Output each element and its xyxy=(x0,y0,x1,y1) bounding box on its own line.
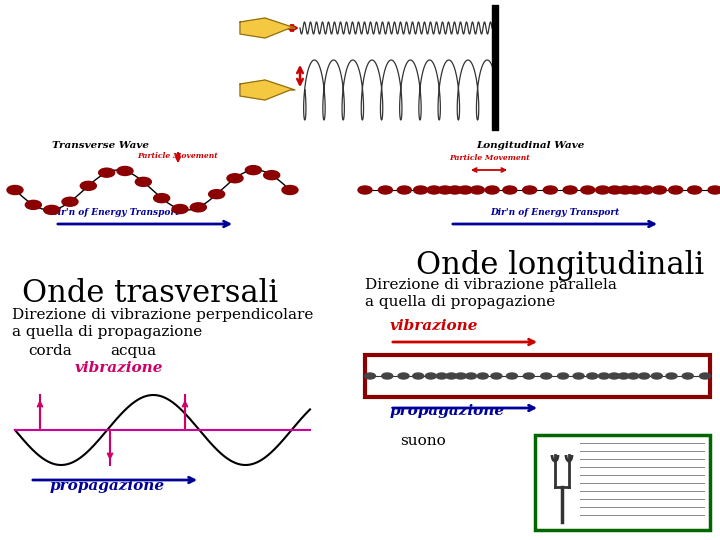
Ellipse shape xyxy=(446,373,457,379)
Ellipse shape xyxy=(669,186,683,194)
Ellipse shape xyxy=(544,186,557,194)
Ellipse shape xyxy=(470,186,485,194)
Ellipse shape xyxy=(608,186,622,194)
Text: Dir'n of Energy Transport: Dir'n of Energy Transport xyxy=(50,208,179,217)
Ellipse shape xyxy=(466,373,477,379)
Text: Particle Movement: Particle Movement xyxy=(138,152,218,160)
Ellipse shape xyxy=(477,373,488,379)
Ellipse shape xyxy=(563,186,577,194)
Ellipse shape xyxy=(628,186,642,194)
Text: Transverse Wave: Transverse Wave xyxy=(52,141,148,150)
Ellipse shape xyxy=(506,373,518,379)
Ellipse shape xyxy=(172,205,188,213)
Ellipse shape xyxy=(382,373,392,379)
Ellipse shape xyxy=(227,174,243,183)
Ellipse shape xyxy=(438,186,452,194)
FancyBboxPatch shape xyxy=(365,355,710,397)
Text: suono: suono xyxy=(400,434,446,448)
Ellipse shape xyxy=(426,373,436,379)
Text: a quella di propagazione: a quella di propagazione xyxy=(365,295,555,309)
Ellipse shape xyxy=(652,186,667,194)
Text: Particle Movement: Particle Movement xyxy=(449,154,531,162)
Ellipse shape xyxy=(683,373,693,379)
Ellipse shape xyxy=(264,171,279,180)
Ellipse shape xyxy=(573,373,584,379)
Ellipse shape xyxy=(700,373,711,379)
Text: vibrazione: vibrazione xyxy=(390,319,479,333)
Ellipse shape xyxy=(628,373,639,379)
Ellipse shape xyxy=(688,186,701,194)
Ellipse shape xyxy=(666,373,677,379)
Ellipse shape xyxy=(618,373,629,379)
Ellipse shape xyxy=(364,373,376,379)
Ellipse shape xyxy=(135,177,151,186)
Ellipse shape xyxy=(652,373,662,379)
Ellipse shape xyxy=(485,186,499,194)
Ellipse shape xyxy=(639,186,653,194)
Ellipse shape xyxy=(25,200,41,210)
Ellipse shape xyxy=(209,190,225,199)
Text: Longitudinal Wave: Longitudinal Wave xyxy=(476,141,584,150)
Ellipse shape xyxy=(413,373,423,379)
Ellipse shape xyxy=(541,373,552,379)
Ellipse shape xyxy=(7,186,23,194)
Text: Direzione di vibrazione parallela: Direzione di vibrazione parallela xyxy=(365,278,617,292)
Ellipse shape xyxy=(608,373,620,379)
Ellipse shape xyxy=(397,186,411,194)
Ellipse shape xyxy=(448,186,462,194)
Ellipse shape xyxy=(379,186,392,194)
Polygon shape xyxy=(240,80,295,100)
Ellipse shape xyxy=(557,373,569,379)
Ellipse shape xyxy=(587,373,598,379)
Ellipse shape xyxy=(503,186,517,194)
Ellipse shape xyxy=(618,186,632,194)
Ellipse shape xyxy=(595,186,610,194)
Ellipse shape xyxy=(153,194,170,202)
Ellipse shape xyxy=(581,186,595,194)
Ellipse shape xyxy=(491,373,502,379)
Ellipse shape xyxy=(708,186,720,194)
Ellipse shape xyxy=(523,186,536,194)
Ellipse shape xyxy=(458,186,472,194)
Ellipse shape xyxy=(639,373,649,379)
Text: vibrazione: vibrazione xyxy=(75,361,163,375)
Text: Onde trasversali: Onde trasversali xyxy=(22,278,278,309)
Ellipse shape xyxy=(436,373,447,379)
Ellipse shape xyxy=(427,186,441,194)
Text: corda: corda xyxy=(28,344,72,358)
Text: propagazione: propagazione xyxy=(390,404,505,418)
Ellipse shape xyxy=(81,181,96,190)
Text: Dir'n of Energy Transport: Dir'n of Energy Transport xyxy=(490,208,620,217)
Ellipse shape xyxy=(99,168,114,177)
Polygon shape xyxy=(240,18,295,38)
Text: Onde longitudinali: Onde longitudinali xyxy=(416,250,704,281)
Ellipse shape xyxy=(62,197,78,206)
FancyBboxPatch shape xyxy=(535,435,710,530)
Ellipse shape xyxy=(117,166,133,176)
Text: acqua: acqua xyxy=(110,344,156,358)
Ellipse shape xyxy=(398,373,409,379)
Ellipse shape xyxy=(455,373,467,379)
Ellipse shape xyxy=(598,373,609,379)
Text: a quella di propagazione: a quella di propagazione xyxy=(12,325,202,339)
Ellipse shape xyxy=(358,186,372,194)
Ellipse shape xyxy=(44,205,60,214)
Text: propagazione: propagazione xyxy=(50,479,165,493)
Ellipse shape xyxy=(246,166,261,174)
Text: Direzione di vibrazione perpendicolare: Direzione di vibrazione perpendicolare xyxy=(12,308,313,322)
Ellipse shape xyxy=(282,186,298,194)
Ellipse shape xyxy=(190,203,207,212)
Ellipse shape xyxy=(523,373,534,379)
Ellipse shape xyxy=(413,186,428,194)
